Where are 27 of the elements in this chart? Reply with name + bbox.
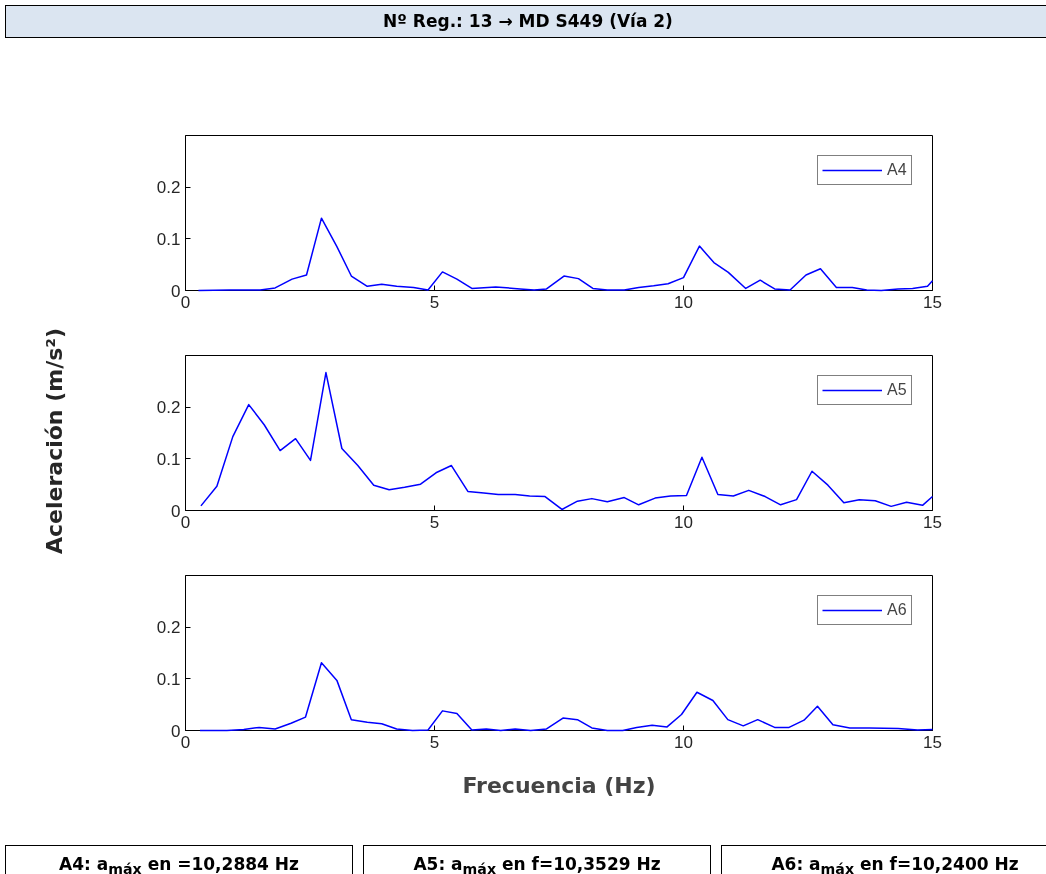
x-tick-label: 10 <box>674 732 693 752</box>
line-series <box>199 662 934 732</box>
x-tick-label: 15 <box>923 512 942 532</box>
legend-label: A4 <box>887 161 907 179</box>
y-tick-label: 0.2 <box>156 398 181 418</box>
legend-label: A6 <box>887 601 907 619</box>
text: A4: a$_{máx}$ en =10,2884 Hz <box>59 853 299 874</box>
line-series <box>200 371 934 511</box>
x-tick-label: 15 <box>923 292 942 312</box>
x-tick-label: 15 <box>923 732 942 752</box>
y-tick-label: 0.1 <box>156 669 181 689</box>
x-axis-title: Frecuencia (Hz) <box>462 772 656 798</box>
y-tick-label: 0.1 <box>156 229 181 249</box>
x-tick-label: 10 <box>674 292 693 312</box>
text: A6: a$_{máx}$ en f=10,2400 Hz <box>771 853 1019 874</box>
y-tick-label: 0.2 <box>156 618 181 638</box>
x-tick-label: 5 <box>429 292 440 312</box>
legend-label: A5 <box>887 381 907 399</box>
text: A5: a$_{máx}$ en f=10,3529 Hz <box>413 853 661 874</box>
chart-title: Nº Reg.: 13 → MD S449 (Vía 2) <box>383 10 673 33</box>
x-tick-label: 10 <box>674 512 693 532</box>
line-series <box>197 217 934 292</box>
x-tick-label: 5 <box>429 512 440 532</box>
y-axis-title: Aceleración (m/s²) <box>41 328 69 555</box>
y-tick-label: 0.1 <box>156 449 181 469</box>
y-tick-label: 0.2 <box>156 178 181 198</box>
x-tick-label: 5 <box>429 732 440 752</box>
